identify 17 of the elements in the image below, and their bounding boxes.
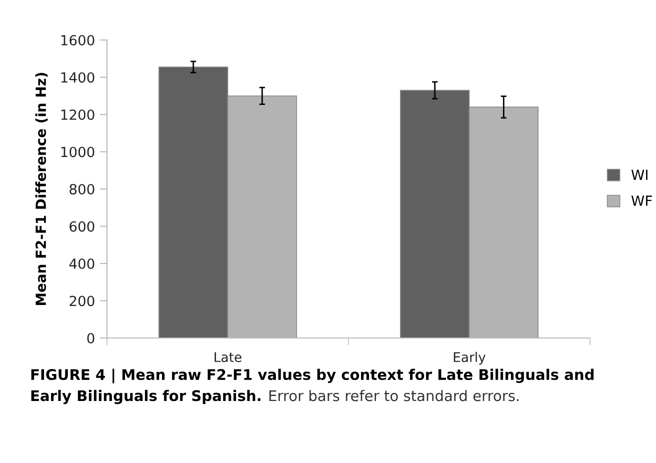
x-tick-label: Late bbox=[214, 352, 242, 362]
legend-label: WF bbox=[631, 196, 652, 206]
caption: FIGURE 4 | Mean raw F2-F1 values by context for Late Bilinguals and bbox=[31, 368, 594, 384]
legend-label: WI bbox=[631, 170, 648, 180]
y-tick-label: 600 bbox=[70, 221, 94, 232]
text: Early Bilinguals for Spanish. bbox=[31, 390, 260, 404]
y-tick-label: 1000 bbox=[61, 146, 94, 158]
y-axis-title: Mean F2-F1 Difference (in Hz) bbox=[35, 72, 48, 306]
text: Error bars refer to standard errors. bbox=[269, 390, 519, 402]
y-tick-label: 400 bbox=[69, 258, 94, 269]
x-tick-label: Early bbox=[454, 352, 486, 365]
y-tick-label: 800 bbox=[70, 184, 94, 194]
y-tick-label: 1200 bbox=[61, 109, 94, 120]
y-tick-label: 0 bbox=[87, 332, 94, 344]
y-tick-label: 200 bbox=[70, 296, 94, 306]
y-tick-label: 1400 bbox=[61, 72, 94, 83]
y-tick-label: 1600 bbox=[61, 34, 94, 46]
